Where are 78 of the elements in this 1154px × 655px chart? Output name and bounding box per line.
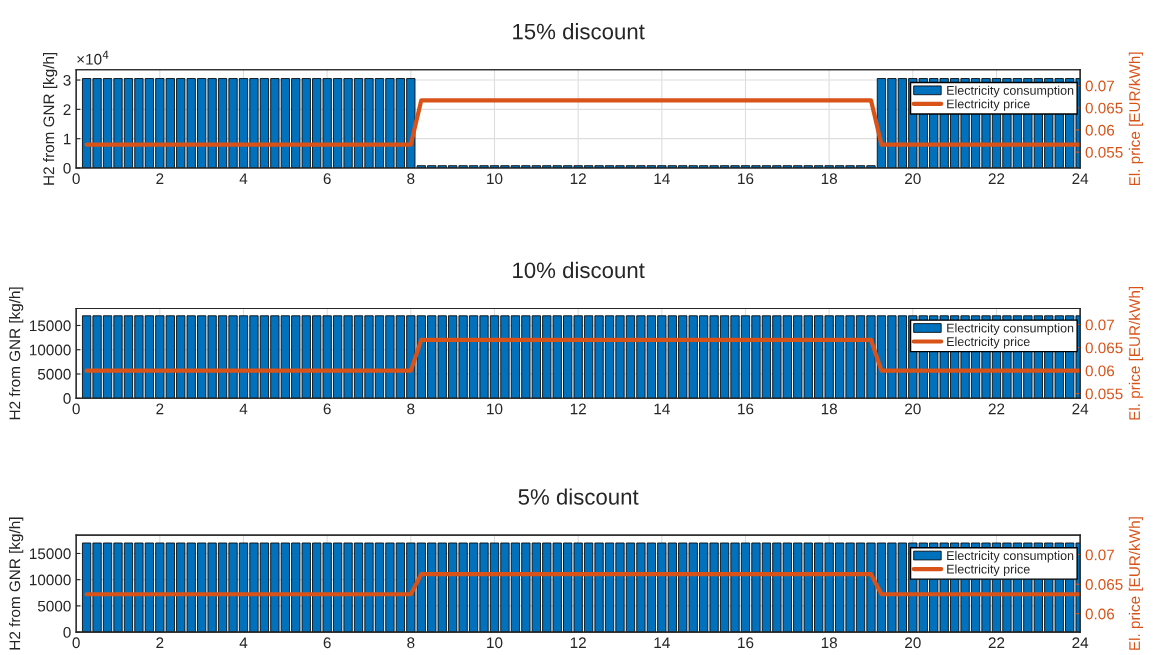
y-tick-label: 0 (63, 162, 71, 174)
legend-label: Electricity price (947, 564, 1030, 577)
y2-tick-label: 0.07 (1085, 319, 1114, 331)
x-tick-label: 8 (407, 403, 415, 415)
x-tick-label: 24 (1072, 403, 1089, 415)
y2-axis-title: El. price [EUR/kWh] (1128, 517, 1144, 650)
y-tick-label: 1 (63, 133, 71, 145)
x-tick-label: 20 (905, 403, 921, 415)
chart-title: 10% discount (513, 261, 645, 279)
y2-tick-label: 0.055 (1085, 146, 1123, 158)
chart-title: 15% discount (513, 23, 645, 40)
y-tick-label: 10000 (29, 574, 71, 586)
y-axis-title: H2 from GNR [kg/h] (43, 52, 58, 185)
x-tick-label: 0 (72, 637, 80, 649)
y2-axis-title: El. price [EUR/kWh] (1128, 286, 1144, 420)
x-tick-label: 22 (988, 637, 1005, 649)
x-tick-label: 20 (905, 173, 921, 185)
y2-tick-label: 0.06 (1085, 365, 1115, 377)
y-tick-label: 5000 (37, 368, 71, 380)
x-tick-label: 0 (72, 173, 80, 185)
x-tick-label: 12 (570, 403, 586, 415)
legend-label: Electricity price (947, 336, 1030, 349)
x-tick-label: 18 (821, 637, 837, 649)
y2-tick-label: 0.055 (1085, 388, 1123, 400)
x-tick-label: 24 (1072, 637, 1089, 649)
y2-tick-label: 0.065 (1085, 102, 1123, 114)
y-tick-label: 10000 (29, 344, 71, 356)
y-tick-label: 0 (63, 626, 71, 638)
x-tick-label: 4 (239, 173, 248, 184)
x-tick-label: 2 (156, 173, 164, 184)
x-tick-label: 6 (323, 403, 331, 415)
x-tick-label: 20 (905, 637, 921, 649)
x-tick-label: 14 (654, 637, 670, 649)
y-axis-title: H2 from GNR [kg/h] (9, 517, 24, 650)
x-tick-label: 16 (738, 173, 754, 185)
x-tick-label: 10 (487, 403, 503, 415)
x-tick-label: 10 (487, 173, 503, 185)
text: ×10$^{4}$ (77, 50, 109, 65)
x-tick-label: 2 (156, 403, 164, 415)
y-tick-label: 15000 (29, 320, 71, 332)
x-tick-label: 14 (654, 173, 670, 184)
y2-tick-label: 0.065 (1085, 342, 1123, 354)
y-tick-label: 5000 (37, 600, 71, 612)
x-tick-label: 18 (821, 173, 837, 185)
x-tick-label: 10 (487, 637, 503, 649)
y-axis-title: H2 from GNR [kg/h] (9, 287, 24, 420)
legend-label: Electricity consumption (947, 323, 1074, 335)
x-tick-label: 14 (654, 403, 670, 415)
y-tick-label: 2 (63, 104, 71, 115)
x-tick-label: 8 (407, 637, 415, 649)
x-tick-label: 12 (570, 173, 586, 184)
x-tick-label: 16 (738, 403, 754, 415)
chart-title: 5% discount (518, 488, 639, 505)
legend-label: Electricity consumption (947, 85, 1074, 98)
y2-tick-label: 0.06 (1085, 608, 1115, 620)
x-tick-label: 4 (239, 403, 248, 415)
y-tick-label: 15000 (29, 548, 71, 560)
x-tick-label: 18 (821, 403, 837, 415)
x-tick-label: 6 (323, 173, 331, 185)
x-tick-label: 12 (570, 637, 586, 649)
x-tick-label: 2 (156, 637, 164, 649)
y2-tick-label: 0.07 (1085, 549, 1114, 561)
legend-label: Electricity consumption (947, 550, 1074, 563)
y-tick-label: 0 (63, 393, 71, 404)
y2-axis-title: El. price [EUR/kWh] (1128, 52, 1144, 186)
x-tick-label: 22 (988, 173, 1005, 184)
y2-tick-label: 0.065 (1085, 579, 1123, 590)
x-tick-label: 16 (738, 637, 754, 649)
y2-tick-label: 0.06 (1085, 124, 1115, 136)
x-tick-label: 24 (1072, 173, 1089, 184)
y2-tick-label: 0.07 (1085, 80, 1114, 92)
x-tick-label: 4 (239, 637, 248, 649)
x-tick-label: 8 (407, 173, 415, 185)
x-tick-label: 6 (323, 637, 331, 649)
y-tick-label: 3 (63, 74, 71, 86)
x-tick-label: 22 (988, 403, 1005, 415)
legend-label: Electricity price (947, 99, 1030, 111)
x-tick-label: 0 (72, 403, 80, 415)
